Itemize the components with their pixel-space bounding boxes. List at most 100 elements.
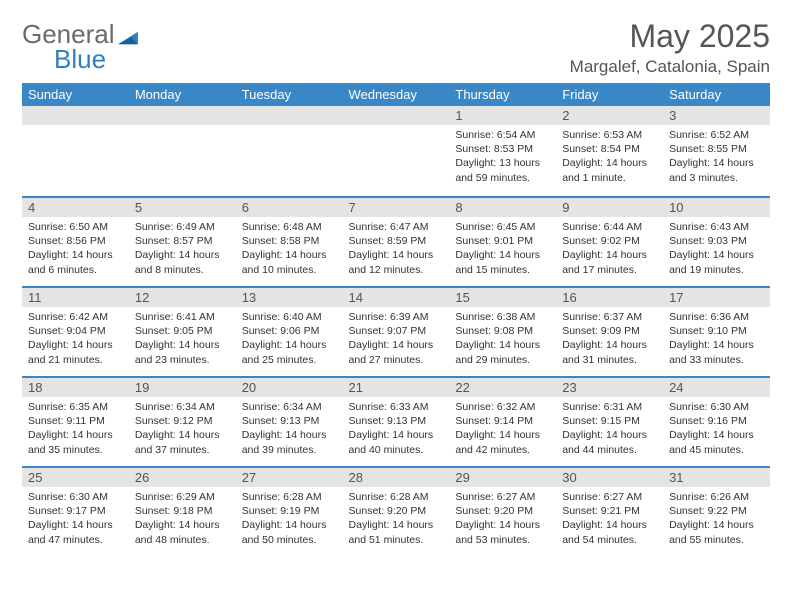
day-number: 5	[129, 196, 236, 217]
calendar-day-cell: 11Sunrise: 6:42 AMSunset: 9:04 PMDayligh…	[22, 286, 129, 376]
header: GeneralBlue May 2025 Margalef, Catalonia…	[22, 18, 770, 77]
day-number: 9	[556, 196, 663, 217]
title-block: May 2025 Margalef, Catalonia, Spain	[570, 18, 770, 77]
calendar-day-cell: 25Sunrise: 6:30 AMSunset: 9:17 PMDayligh…	[22, 466, 129, 556]
logo-triangle-icon	[116, 29, 140, 47]
day-details: Sunrise: 6:37 AMSunset: 9:09 PMDaylight:…	[556, 307, 663, 373]
weekday-header: Tuesday	[236, 83, 343, 106]
day-details: Sunrise: 6:39 AMSunset: 9:07 PMDaylight:…	[343, 307, 450, 373]
day-number: 23	[556, 376, 663, 397]
calendar-day-cell: 18Sunrise: 6:35 AMSunset: 9:11 PMDayligh…	[22, 376, 129, 466]
calendar-day-cell: 26Sunrise: 6:29 AMSunset: 9:18 PMDayligh…	[129, 466, 236, 556]
calendar-day-cell: 13Sunrise: 6:40 AMSunset: 9:06 PMDayligh…	[236, 286, 343, 376]
day-details: Sunrise: 6:32 AMSunset: 9:14 PMDaylight:…	[449, 397, 556, 463]
day-details: Sunrise: 6:54 AMSunset: 8:53 PMDaylight:…	[449, 125, 556, 191]
day-number: 21	[343, 376, 450, 397]
day-details: Sunrise: 6:42 AMSunset: 9:04 PMDaylight:…	[22, 307, 129, 373]
month-title: May 2025	[570, 18, 770, 55]
day-number: 4	[22, 196, 129, 217]
logo-word2: Blue	[22, 47, 140, 72]
calendar-day-cell: 14Sunrise: 6:39 AMSunset: 9:07 PMDayligh…	[343, 286, 450, 376]
day-number: 24	[663, 376, 770, 397]
day-details: Sunrise: 6:35 AMSunset: 9:11 PMDaylight:…	[22, 397, 129, 463]
calendar-day-cell: 10Sunrise: 6:43 AMSunset: 9:03 PMDayligh…	[663, 196, 770, 286]
day-number: 11	[22, 286, 129, 307]
day-number: 26	[129, 466, 236, 487]
day-number: 7	[343, 196, 450, 217]
day-number: 3	[663, 106, 770, 125]
calendar-day-cell: 7Sunrise: 6:47 AMSunset: 8:59 PMDaylight…	[343, 196, 450, 286]
calendar-day-cell: 16Sunrise: 6:37 AMSunset: 9:09 PMDayligh…	[556, 286, 663, 376]
day-number: 16	[556, 286, 663, 307]
day-details: Sunrise: 6:34 AMSunset: 9:13 PMDaylight:…	[236, 397, 343, 463]
calendar-week-row: 18Sunrise: 6:35 AMSunset: 9:11 PMDayligh…	[22, 376, 770, 466]
calendar-day-cell: 19Sunrise: 6:34 AMSunset: 9:12 PMDayligh…	[129, 376, 236, 466]
day-number: 22	[449, 376, 556, 397]
day-number-bar	[129, 106, 236, 125]
day-details: Sunrise: 6:31 AMSunset: 9:15 PMDaylight:…	[556, 397, 663, 463]
day-number: 15	[449, 286, 556, 307]
day-number: 10	[663, 196, 770, 217]
calendar-day-cell: 22Sunrise: 6:32 AMSunset: 9:14 PMDayligh…	[449, 376, 556, 466]
day-details: Sunrise: 6:47 AMSunset: 8:59 PMDaylight:…	[343, 217, 450, 283]
day-number: 19	[129, 376, 236, 397]
day-number: 17	[663, 286, 770, 307]
day-number: 2	[556, 106, 663, 125]
day-details: Sunrise: 6:53 AMSunset: 8:54 PMDaylight:…	[556, 125, 663, 191]
calendar-day-cell: 5Sunrise: 6:49 AMSunset: 8:57 PMDaylight…	[129, 196, 236, 286]
day-details: Sunrise: 6:28 AMSunset: 9:19 PMDaylight:…	[236, 487, 343, 553]
day-details: Sunrise: 6:49 AMSunset: 8:57 PMDaylight:…	[129, 217, 236, 283]
day-number: 13	[236, 286, 343, 307]
calendar-table: SundayMondayTuesdayWednesdayThursdayFrid…	[22, 83, 770, 556]
calendar-day-cell: 29Sunrise: 6:27 AMSunset: 9:20 PMDayligh…	[449, 466, 556, 556]
calendar-day-cell: 6Sunrise: 6:48 AMSunset: 8:58 PMDaylight…	[236, 196, 343, 286]
day-details: Sunrise: 6:29 AMSunset: 9:18 PMDaylight:…	[129, 487, 236, 553]
day-number: 18	[22, 376, 129, 397]
calendar-empty-cell	[129, 106, 236, 196]
weekday-header: Sunday	[22, 83, 129, 106]
calendar-week-row: 1Sunrise: 6:54 AMSunset: 8:53 PMDaylight…	[22, 106, 770, 196]
calendar-day-cell: 3Sunrise: 6:52 AMSunset: 8:55 PMDaylight…	[663, 106, 770, 196]
weekday-header-row: SundayMondayTuesdayWednesdayThursdayFrid…	[22, 83, 770, 106]
logo: GeneralBlue	[22, 18, 140, 71]
calendar-week-row: 4Sunrise: 6:50 AMSunset: 8:56 PMDaylight…	[22, 196, 770, 286]
day-number: 29	[449, 466, 556, 487]
day-details: Sunrise: 6:40 AMSunset: 9:06 PMDaylight:…	[236, 307, 343, 373]
weekday-header: Wednesday	[343, 83, 450, 106]
day-details: Sunrise: 6:26 AMSunset: 9:22 PMDaylight:…	[663, 487, 770, 553]
day-details: Sunrise: 6:41 AMSunset: 9:05 PMDaylight:…	[129, 307, 236, 373]
calendar-day-cell: 15Sunrise: 6:38 AMSunset: 9:08 PMDayligh…	[449, 286, 556, 376]
day-details: Sunrise: 6:28 AMSunset: 9:20 PMDaylight:…	[343, 487, 450, 553]
day-details: Sunrise: 6:33 AMSunset: 9:13 PMDaylight:…	[343, 397, 450, 463]
day-details: Sunrise: 6:48 AMSunset: 8:58 PMDaylight:…	[236, 217, 343, 283]
calendar-body: 1Sunrise: 6:54 AMSunset: 8:53 PMDaylight…	[22, 106, 770, 556]
day-number: 14	[343, 286, 450, 307]
day-number-bar	[343, 106, 450, 125]
calendar-day-cell: 20Sunrise: 6:34 AMSunset: 9:13 PMDayligh…	[236, 376, 343, 466]
logo-word1: General	[22, 22, 115, 47]
day-number: 31	[663, 466, 770, 487]
calendar-empty-cell	[22, 106, 129, 196]
calendar-day-cell: 17Sunrise: 6:36 AMSunset: 9:10 PMDayligh…	[663, 286, 770, 376]
calendar-day-cell: 28Sunrise: 6:28 AMSunset: 9:20 PMDayligh…	[343, 466, 450, 556]
weekday-header: Monday	[129, 83, 236, 106]
day-number: 30	[556, 466, 663, 487]
calendar-day-cell: 30Sunrise: 6:27 AMSunset: 9:21 PMDayligh…	[556, 466, 663, 556]
day-number: 20	[236, 376, 343, 397]
day-details: Sunrise: 6:45 AMSunset: 9:01 PMDaylight:…	[449, 217, 556, 283]
day-number: 28	[343, 466, 450, 487]
calendar-day-cell: 9Sunrise: 6:44 AMSunset: 9:02 PMDaylight…	[556, 196, 663, 286]
day-details: Sunrise: 6:27 AMSunset: 9:20 PMDaylight:…	[449, 487, 556, 553]
calendar-week-row: 11Sunrise: 6:42 AMSunset: 9:04 PMDayligh…	[22, 286, 770, 376]
day-number: 8	[449, 196, 556, 217]
weekday-header: Friday	[556, 83, 663, 106]
calendar-day-cell: 23Sunrise: 6:31 AMSunset: 9:15 PMDayligh…	[556, 376, 663, 466]
calendar-day-cell: 31Sunrise: 6:26 AMSunset: 9:22 PMDayligh…	[663, 466, 770, 556]
day-details: Sunrise: 6:36 AMSunset: 9:10 PMDaylight:…	[663, 307, 770, 373]
calendar-day-cell: 27Sunrise: 6:28 AMSunset: 9:19 PMDayligh…	[236, 466, 343, 556]
day-details: Sunrise: 6:27 AMSunset: 9:21 PMDaylight:…	[556, 487, 663, 553]
day-details: Sunrise: 6:30 AMSunset: 9:17 PMDaylight:…	[22, 487, 129, 553]
day-number-bar	[236, 106, 343, 125]
calendar-day-cell: 4Sunrise: 6:50 AMSunset: 8:56 PMDaylight…	[22, 196, 129, 286]
day-details: Sunrise: 6:52 AMSunset: 8:55 PMDaylight:…	[663, 125, 770, 191]
